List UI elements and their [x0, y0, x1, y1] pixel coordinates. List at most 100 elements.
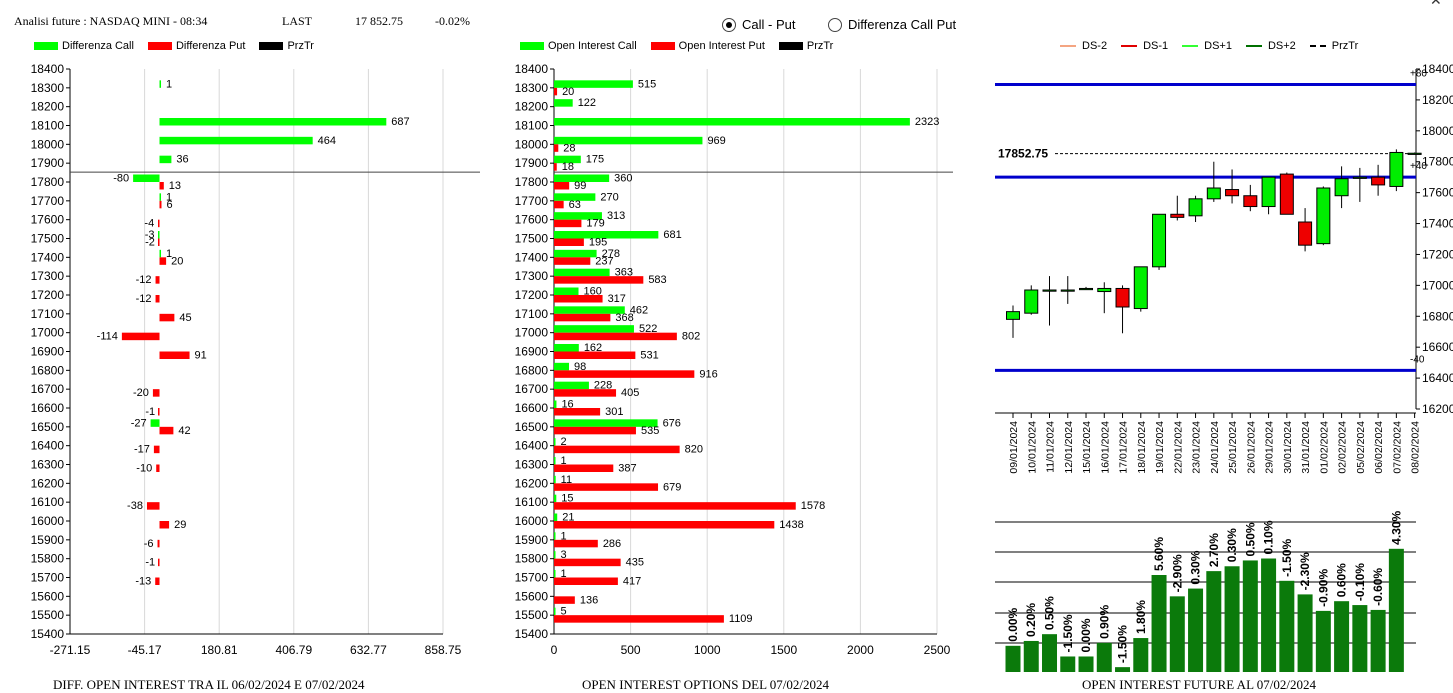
y-tick-label: 17700 — [515, 194, 549, 208]
legend-item: Differenza Call — [34, 40, 134, 52]
y-tick-label: 16200 — [1422, 402, 1453, 416]
y-tick-label: 16400 — [1422, 371, 1453, 385]
candle — [1024, 289, 1039, 314]
oi-bar — [1151, 575, 1167, 672]
bar — [159, 249, 162, 258]
data-label: -38 — [127, 500, 143, 512]
data-label: 464 — [318, 135, 336, 147]
oi-bar — [1315, 610, 1331, 672]
data-label: 687 — [391, 116, 409, 128]
header-title: Analisi future : NASDAQ MINI - 08:34 — [14, 14, 208, 28]
oi-label: 2.70% — [1207, 533, 1221, 567]
bar — [159, 80, 162, 88]
bar — [554, 144, 559, 152]
oi-bar — [1297, 594, 1313, 672]
y-tick-label: 18400 — [1422, 62, 1453, 76]
data-label: 301 — [605, 406, 623, 418]
x-tick-label: 2500 — [924, 643, 951, 657]
y-tick-label: 17800 — [1422, 155, 1453, 169]
y-tick-label: 16900 — [515, 345, 549, 359]
bar — [554, 332, 677, 341]
bar — [150, 419, 160, 427]
x-tick-label: 01/02/2024 — [1318, 421, 1330, 474]
data-label: 1438 — [779, 519, 803, 531]
data-label: 45 — [179, 312, 191, 324]
bar — [554, 99, 573, 107]
data-label: 417 — [623, 576, 641, 588]
oi-bar — [1370, 609, 1386, 672]
candle — [1006, 311, 1020, 320]
oi-bar — [1261, 558, 1277, 672]
y-tick-label: 16800 — [515, 363, 549, 377]
x-tick-label: 632.77 — [350, 643, 387, 657]
oi-label: 0.30% — [1225, 528, 1239, 562]
y-tick-label: 16300 — [31, 458, 65, 472]
data-label: 3 — [561, 549, 567, 561]
data-label: 237 — [595, 255, 613, 267]
oi-bar — [1096, 642, 1112, 672]
y-tick-label: 15700 — [515, 571, 549, 585]
candle — [1188, 198, 1203, 217]
data-label: 313 — [607, 210, 625, 222]
bar — [554, 381, 589, 390]
y-tick-label: 16700 — [515, 382, 549, 396]
oi-label: 0.50% — [1243, 522, 1257, 556]
x-tick-label: 1000 — [694, 643, 721, 657]
x-tick-label: 16/01/2024 — [1099, 421, 1111, 474]
bar — [554, 219, 582, 228]
bar — [554, 163, 557, 171]
candle — [1060, 289, 1075, 292]
data-label: 18 — [562, 161, 574, 173]
y-tick-label: 17200 — [515, 288, 549, 302]
legend-future: DS-2 DS-1 DS+1 DS+2 PrzTr — [1060, 40, 1372, 52]
oi-label: -2.90% — [1170, 554, 1184, 592]
oi-label: 5.60% — [1152, 537, 1166, 571]
y-tick-label: 16900 — [31, 345, 65, 359]
oi-label: 0.60% — [1335, 563, 1349, 597]
x-tick-label: 24/01/2024 — [1209, 421, 1221, 474]
y-tick-label: 18200 — [31, 100, 65, 114]
data-label: 1 — [166, 191, 172, 203]
bar — [159, 118, 387, 126]
x-tick-label: 06/02/2024 — [1373, 421, 1385, 474]
data-label: 228 — [594, 380, 612, 392]
data-label: 36 — [176, 154, 188, 166]
data-label: -20 — [133, 387, 149, 399]
oi-bar — [1169, 596, 1185, 672]
x-tick-label: 08/02/2024 — [1410, 421, 1422, 474]
close-icon[interactable]: ✕ — [1430, 0, 1442, 8]
x-tick-label: 0 — [551, 643, 558, 657]
bar — [554, 494, 557, 503]
x-tick-label: 858.75 — [425, 643, 462, 657]
bar — [554, 551, 556, 559]
data-label: 160 — [584, 286, 602, 298]
oi-label: -1.50% — [1280, 538, 1294, 576]
bar — [554, 200, 564, 209]
x-tick-label: 12/01/2024 — [1063, 421, 1075, 474]
data-label: 1578 — [801, 500, 825, 512]
x-tick-label: 22/01/2024 — [1172, 421, 1184, 474]
x-tick-label: 30/01/2024 — [1282, 421, 1294, 474]
y-tick-label: 16000 — [31, 514, 65, 528]
y-tick-label: 17200 — [1422, 247, 1453, 261]
bar — [554, 502, 796, 510]
radio-call-put[interactable]: Call - Put — [722, 17, 795, 32]
y-tick-label: 16200 — [31, 476, 65, 490]
data-label: -4 — [144, 218, 154, 230]
x-tick-label: 18/01/2024 — [1136, 421, 1148, 474]
chart-diff-open-interest: -271.15 -45.17 180.81 406.79 632.77 858.75 184… — [31, 62, 480, 657]
data-label: 531 — [640, 350, 658, 362]
y-tick-label: 15600 — [31, 589, 65, 603]
x-tick-label: 09/01/2024 — [1008, 421, 1020, 474]
oi-bar — [1224, 566, 1240, 672]
data-label: 278 — [602, 248, 620, 260]
chart-open-interest-options: 0 500 1000 1500 2000 2500 18400 18300 18200 18100… — [515, 62, 953, 657]
data-label: 1 — [561, 568, 567, 580]
bar — [159, 155, 172, 164]
legend-item: DS+2 — [1245, 40, 1296, 52]
data-label: 20 — [171, 255, 183, 267]
candle — [1133, 266, 1148, 310]
radio-differenza-call-put[interactable]: Differenza Call Put — [828, 17, 956, 32]
data-label: 28 — [563, 142, 575, 154]
